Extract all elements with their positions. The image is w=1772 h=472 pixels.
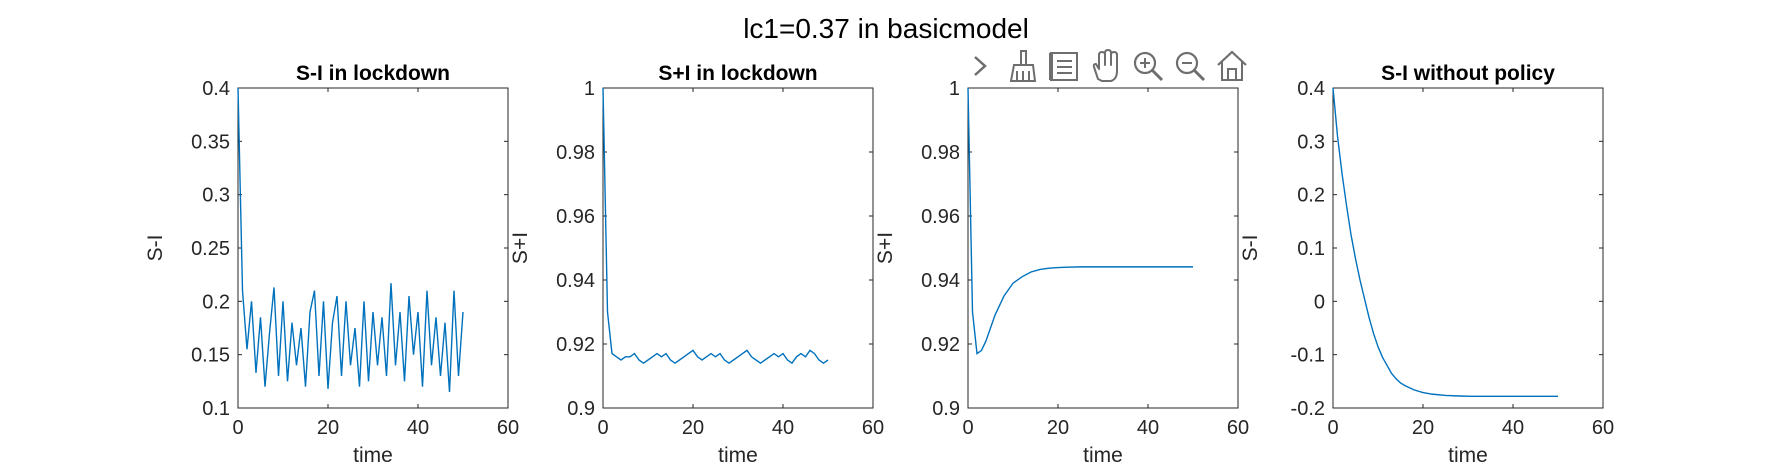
y-axis-label: S-I	[144, 235, 167, 262]
subplot-4: 0 20 40 60 -0.2 -0.1 0 0.1 0.2 0.3 0.4 S-I without …	[1239, 62, 1614, 467]
x-tick-label: 0	[962, 417, 973, 439]
subplot-title: S-I in lockdown	[296, 62, 450, 85]
x-tick-label: 20	[682, 417, 704, 439]
y-tick-label: 0.96	[921, 206, 960, 228]
x-axis-label: time	[718, 444, 758, 467]
x-tick-label: 20	[317, 417, 339, 439]
y-tick-label: 1	[584, 78, 595, 100]
axes-box	[1332, 87, 1604, 409]
x-tick-label: 40	[1137, 417, 1159, 439]
subplot-2: 0 20 40 60 0.9 0.92 0.94 0.96 0.98 1 S+I in lockdo…	[509, 62, 884, 467]
x-tick-label: 60	[1592, 417, 1614, 439]
y-tick-label: 0.3	[1297, 131, 1325, 153]
x-tick-label: 60	[1227, 417, 1249, 439]
y-tick-label: 0	[1314, 291, 1325, 313]
y-tick-label: 0.2	[1297, 185, 1325, 207]
x-tick-label: 0	[232, 417, 243, 439]
figure-title: lc1=0.37 in basicmodel	[743, 13, 1029, 44]
x-axis-label: time	[353, 444, 393, 467]
y-tick-label: -0.2	[1291, 398, 1325, 420]
y-tick-label: 0.92	[921, 334, 960, 356]
y-tick-label: 0.98	[556, 142, 595, 164]
y-axis-label: S+I	[874, 232, 897, 264]
y-tick-label: 1	[949, 78, 960, 100]
x-tick-label: 60	[862, 417, 884, 439]
x-tick-label: 40	[407, 417, 429, 439]
axes-box	[967, 87, 1239, 409]
chevron-right-icon[interactable]	[962, 48, 998, 84]
y-tick-label: 0.2	[202, 291, 230, 313]
y-axis-label: S-I	[1239, 235, 1262, 262]
y-tick-label: 0.25	[191, 238, 230, 260]
y-tick-label: 0.9	[567, 398, 595, 420]
subplot-grid: 0 20 40 60 0.1 0.15 0.2 0.25 0.3 0.35 0.4 S-I in lo…	[144, 62, 1614, 467]
y-tick-label: 0.1	[1297, 238, 1325, 260]
axes-box	[602, 87, 874, 409]
x-tick-label: 20	[1047, 417, 1069, 439]
y-tick-label: 0.94	[921, 270, 960, 292]
y-axis-label: S+I	[509, 232, 532, 264]
zoom-in-icon[interactable]	[1130, 48, 1166, 84]
y-tick-label: 0.15	[191, 345, 230, 367]
x-tick-label: 60	[497, 417, 519, 439]
axes-toolbar	[962, 48, 1250, 84]
axes-box	[237, 87, 509, 409]
series-line	[1332, 87, 1558, 397]
y-tick-label: 0.94	[556, 270, 595, 292]
subplot-1: 0 20 40 60 0.1 0.15 0.2 0.25 0.3 0.35 0.4 S-I in lo…	[144, 62, 519, 467]
data-tips-icon[interactable]	[1046, 48, 1082, 84]
subplot-3: 0 20 40 60 0.9 0.92 0.94 0.96 0.98 1 time S+I	[874, 78, 1249, 467]
x-tick-label: 40	[772, 417, 794, 439]
y-tick-label: 0.3	[202, 185, 230, 207]
x-axis-label: time	[1083, 444, 1123, 467]
y-tick-label: 0.1	[202, 398, 230, 420]
home-icon[interactable]	[1214, 48, 1250, 84]
series-line	[237, 87, 464, 393]
pan-hand-icon[interactable]	[1088, 48, 1124, 84]
y-tick-label: 0.9	[932, 398, 960, 420]
x-tick-label: 0	[1327, 417, 1338, 439]
series-line	[602, 87, 829, 365]
subplot-title: S-I without policy	[1381, 62, 1555, 85]
y-tick-label: 0.4	[202, 78, 230, 100]
x-tick-label: 40	[1502, 417, 1524, 439]
subplot-title: S+I in lockdown	[658, 62, 817, 85]
y-tick-label: 0.92	[556, 334, 595, 356]
y-tick-label: 0.35	[191, 131, 230, 153]
x-axis-label: time	[1448, 444, 1488, 467]
y-tick-label: 0.96	[556, 206, 595, 228]
brush-icon[interactable]	[1004, 48, 1040, 84]
y-tick-label: 0.98	[921, 142, 960, 164]
zoom-out-icon[interactable]	[1172, 48, 1208, 84]
y-tick-label: -0.1	[1291, 345, 1325, 367]
x-tick-label: 0	[597, 417, 608, 439]
series-line	[967, 87, 1193, 355]
y-tick-label: 0.4	[1297, 78, 1325, 100]
x-tick-label: 20	[1412, 417, 1434, 439]
